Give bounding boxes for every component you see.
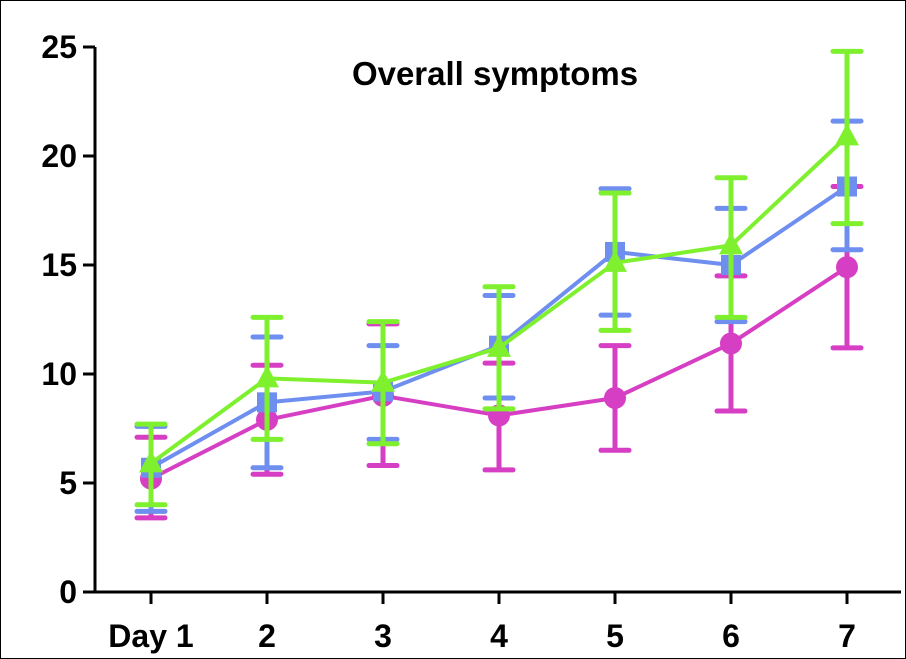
data-point (255, 365, 279, 388)
data-point (371, 369, 395, 392)
data-point (835, 123, 859, 146)
series-layer (134, 48, 864, 521)
y-tick-label: 0 (59, 574, 77, 610)
y-tick-label: 15 (41, 247, 77, 283)
x-tick-label: 4 (490, 618, 508, 654)
data-point (604, 386, 626, 409)
data-point (719, 232, 743, 255)
x-axis-ticks: Day 1 2 3 4 5 6 7 (108, 592, 856, 654)
x-tick-label: 2 (258, 618, 276, 654)
x-tick-label: 6 (722, 618, 740, 654)
data-point (603, 249, 627, 272)
chart-title: Overall symptoms (352, 55, 638, 92)
series-3 (134, 48, 864, 508)
x-tick-label: 5 (606, 618, 624, 654)
data-point (487, 334, 511, 357)
y-axis-ticks: 0 5 10 15 20 25 (41, 29, 95, 610)
data-point (139, 450, 163, 473)
y-tick-label: 10 (41, 356, 77, 392)
x-tick-label: 7 (838, 618, 856, 654)
data-point (720, 332, 742, 355)
x-tick-label: Day 1 (108, 618, 193, 654)
x-tick-label: 3 (374, 618, 392, 654)
y-tick-label: 20 (41, 138, 77, 174)
data-point (836, 256, 858, 279)
y-tick-label: 5 (59, 465, 77, 501)
y-tick-label: 25 (41, 29, 77, 65)
